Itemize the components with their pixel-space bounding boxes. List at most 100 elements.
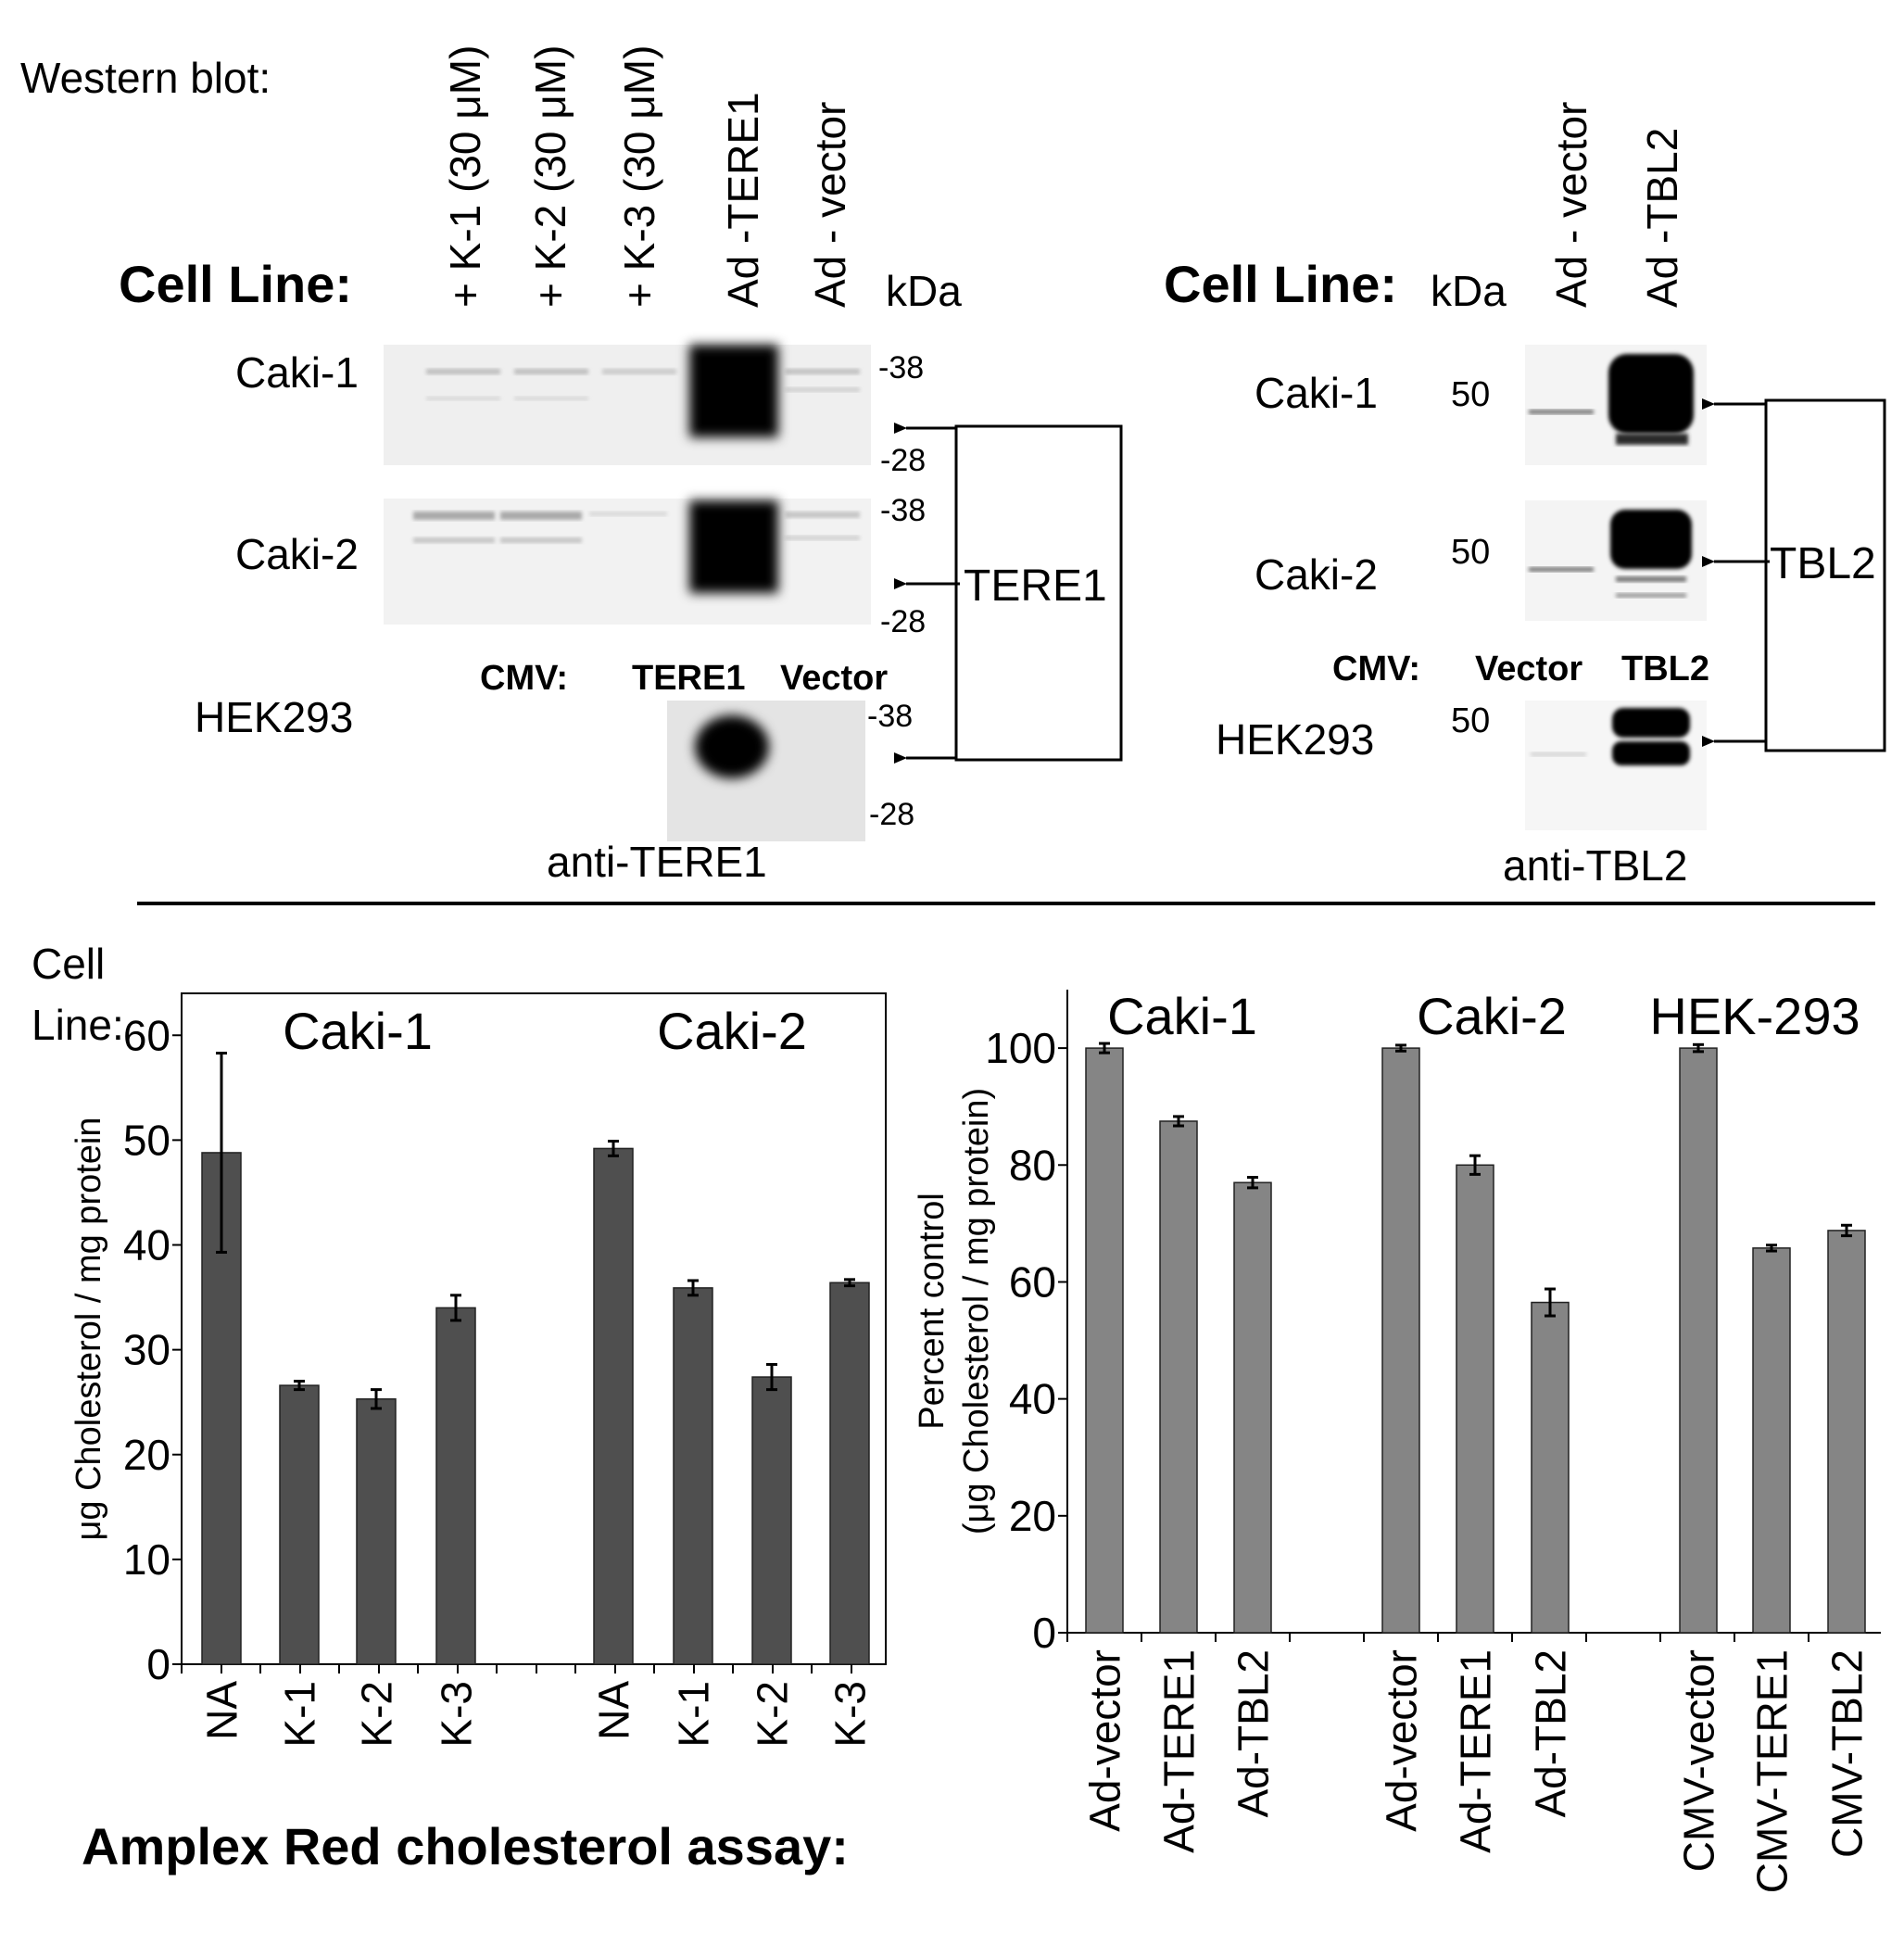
x-tick-label: NA — [590, 1681, 638, 1740]
group-title: Caki-2 — [657, 1002, 807, 1060]
x-tick-label: Ad-vector — [1378, 1649, 1426, 1832]
assay-title: Amplex Red cholesterol assay: — [82, 1817, 849, 1876]
right-target-label: TBL2 — [1770, 539, 1876, 588]
y-axis-label: Percent control — [913, 1193, 952, 1430]
marker-hek293-bottom: -28 — [869, 797, 914, 832]
x-tick-label: Ad-vector — [1081, 1649, 1129, 1832]
x-tick-label: Ad-TBL2 — [1229, 1649, 1278, 1818]
left-cell-line-label: Cell Line: — [119, 255, 352, 313]
lane-label-k2: + K-2 (30 μM) — [526, 45, 574, 308]
assay-cell-line-label: Cell Line: — [32, 940, 124, 1049]
row-label-hek293: HEK293 — [195, 693, 353, 741]
x-tick-label: K-3 — [433, 1681, 481, 1748]
left-antibody-label: anti-TERE1 — [547, 838, 767, 886]
bar — [829, 1282, 870, 1665]
bar — [1531, 1301, 1570, 1634]
y-tick-label: 0 — [1032, 1609, 1056, 1657]
y-axis-label-line2: (μg Cholesterol / mg protein) — [957, 1088, 996, 1535]
y-tick-label: 40 — [123, 1221, 170, 1269]
assay-cell-line-line1: Cell — [32, 940, 105, 988]
chart-left-cholesterol: 0 10 20 30 40 50 60 μg Cholesterol / mg protein… — [69, 992, 887, 1748]
x-tick-label: K-1 — [276, 1681, 324, 1748]
western-blot-heading: Western blot: — [20, 54, 271, 102]
lane-label-k1: + K-1 (30 μM) — [441, 45, 489, 308]
bar — [1456, 1164, 1494, 1634]
group-title: Caki-1 — [283, 1002, 433, 1060]
left-cmv-lane-vector: Vector — [780, 659, 888, 698]
y-tick-label: 50 — [123, 1116, 170, 1164]
bar — [673, 1287, 713, 1665]
x-tick-label: NA — [198, 1681, 246, 1740]
bar — [1752, 1247, 1791, 1634]
x-tick-label: CMV-vector — [1675, 1649, 1723, 1872]
y-tick-label: 80 — [1009, 1141, 1056, 1189]
left-cmv-label: CMV: — [480, 659, 568, 698]
right-row-label-hek293: HEK293 — [1216, 715, 1374, 764]
marker-caki2-top: -38 — [880, 493, 926, 528]
assay-cell-line-line2: Line: — [32, 1001, 124, 1049]
bar — [356, 1398, 397, 1665]
x-tick-label: K-2 — [353, 1681, 401, 1748]
bar — [1827, 1230, 1866, 1634]
y-tick-label: 10 — [123, 1535, 170, 1584]
bar — [1679, 1047, 1718, 1634]
y-tick-label: 60 — [1009, 1257, 1056, 1306]
bar — [1159, 1120, 1198, 1634]
blot-strip-right-caki2 — [1525, 500, 1707, 621]
x-tick-label: Ad-TBL2 — [1527, 1649, 1575, 1818]
blot-strip-right-caki1 — [1525, 345, 1707, 465]
right-cmv-label: CMV: — [1332, 650, 1420, 688]
right-cmv-lane-tbl2: TBL2 — [1621, 650, 1709, 688]
x-tick-label: CMV-TERE1 — [1748, 1649, 1797, 1893]
y-tick-label: 20 — [1009, 1492, 1056, 1540]
x-tick-label: K-2 — [749, 1681, 797, 1748]
blot-strip-caki2 — [384, 499, 871, 625]
x-tick-label: K-1 — [670, 1681, 718, 1748]
left-target-box — [954, 424, 1123, 762]
group-title: HEK-293 — [1649, 987, 1860, 1045]
blot-strip-caki1 — [384, 345, 871, 465]
x-tick-label: Ad-TERE1 — [1452, 1649, 1500, 1853]
right-cmv-lane-vector: Vector — [1475, 650, 1582, 688]
lane-label-ad-vector: Ad - vector — [806, 102, 854, 308]
bar — [1085, 1047, 1124, 1634]
right-row-label-caki1: Caki-1 — [1255, 369, 1378, 417]
bar — [593, 1147, 634, 1665]
left-target-label: TERE1 — [964, 562, 1107, 611]
group-title: Caki-2 — [1417, 987, 1567, 1045]
x-tick-label: Ad-TERE1 — [1155, 1649, 1204, 1853]
bar — [279, 1384, 320, 1665]
right-marker-hek293: 50 — [1451, 701, 1490, 740]
row-label-caki2: Caki-2 — [235, 530, 359, 578]
marker-caki1-bottom: -28 — [880, 443, 926, 478]
right-marker-caki2: 50 — [1451, 533, 1490, 572]
x-tick-label: K-3 — [826, 1681, 875, 1748]
y-axis-label: μg Cholesterol / mg protein — [69, 1117, 108, 1540]
y-tick-label: 20 — [123, 1431, 170, 1479]
x-tick-label: CMV-TBL2 — [1823, 1649, 1872, 1858]
y-tick-label: 30 — [123, 1326, 170, 1374]
right-target-box — [1764, 398, 1886, 752]
bar — [751, 1376, 792, 1665]
bar — [1233, 1181, 1272, 1634]
chart-right-percent-control: 0 20 40 60 80 100 Percent control (μg Cholester… — [913, 987, 1881, 1893]
right-row-label-caki2: Caki-2 — [1255, 550, 1378, 599]
plot-frame — [181, 992, 887, 1665]
blot-strip-right-hek293 — [1525, 701, 1707, 830]
lane-label-k3: + K-3 (30 μM) — [615, 45, 663, 308]
left-cmv-lane-tere1: TERE1 — [632, 659, 745, 698]
left-kda-label: kDa — [886, 267, 962, 315]
lane-label-ad-tere1: Ad -TERE1 — [719, 92, 767, 308]
group-title: Caki-1 — [1107, 987, 1257, 1045]
y-tick-label: 40 — [1009, 1375, 1056, 1423]
y-tick-label: 60 — [123, 1011, 170, 1059]
left-lane-headers: + K-1 (30 μM) + K-2 (30 μM) + K-3 (30 μM… — [441, 45, 854, 308]
marker-caki2-bottom: -28 — [880, 604, 926, 639]
row-label-caki1: Caki-1 — [235, 348, 359, 397]
right-antibody-label: anti-TBL2 — [1503, 841, 1687, 890]
right-cell-line-label: Cell Line: — [1164, 255, 1397, 313]
bar — [435, 1307, 476, 1665]
marker-hek293-top: -38 — [867, 699, 913, 734]
right-kda-label: kDa — [1431, 267, 1507, 315]
y-tick-label: 100 — [985, 1024, 1056, 1072]
